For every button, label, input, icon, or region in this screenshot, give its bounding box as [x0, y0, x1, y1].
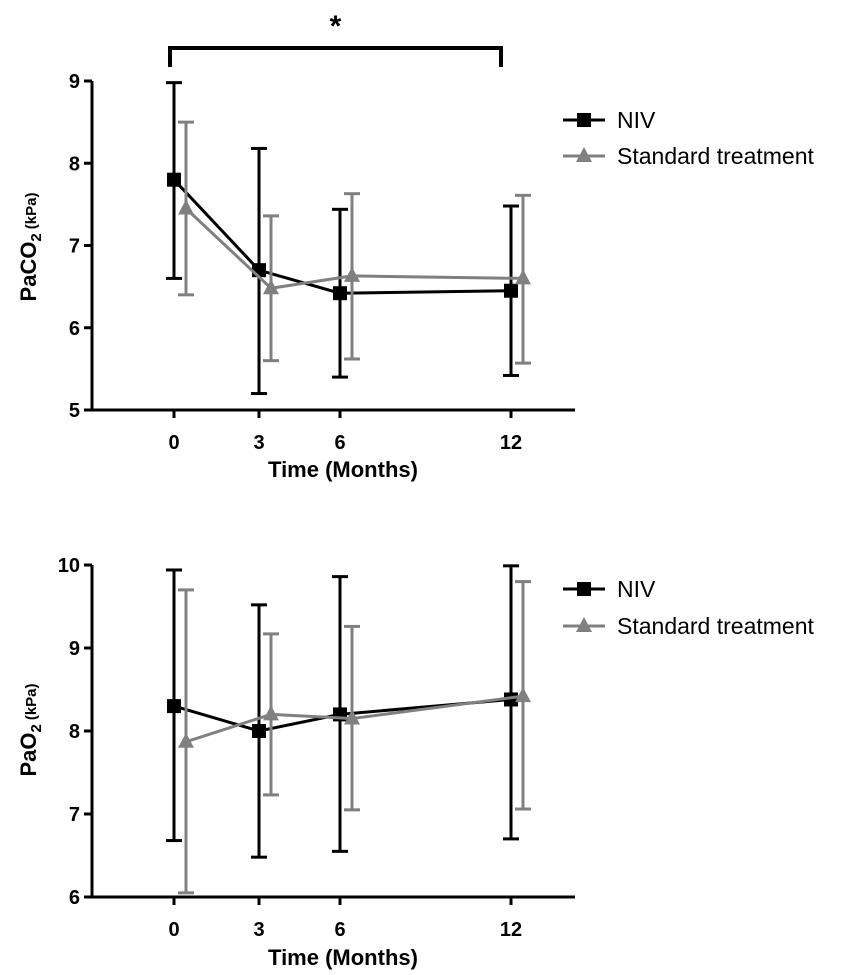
data-point-triangle	[178, 199, 194, 215]
y-axis-title-sub: 2	[28, 233, 45, 241]
significance-marker: *	[330, 10, 342, 43]
legend-square-marker	[577, 582, 591, 596]
series-line	[173, 697, 512, 733]
significance-bracket	[168, 46, 503, 67]
y-axis-title-unit: (kPa)	[23, 193, 40, 230]
legend-triangle-marker	[576, 617, 592, 632]
legend-square-marker	[577, 113, 591, 127]
chart-panel: 5 6 7 8 9 0 3 6 12 Time (Months) PaCO2 (kPa) NIV Stan…	[16, 10, 815, 482]
data-point-square	[167, 172, 181, 187]
y-tick-label: 7	[69, 236, 80, 258]
series-line	[184, 207, 524, 290]
data-point-triangle	[263, 705, 279, 721]
series-niv	[166, 564, 519, 859]
legend-label: Standard treatment	[617, 613, 815, 639]
data-point-triangle	[515, 687, 531, 703]
legend-label: NIV	[617, 576, 656, 602]
legend: NIV Standard treatment	[563, 576, 815, 639]
y-axis-title: PaCO2 (kPa)	[16, 193, 45, 302]
y-axis-title-unit: (kPa)	[23, 683, 40, 720]
data-point-square	[167, 699, 181, 714]
series-niv	[166, 81, 519, 396]
x-tick-label: 3	[253, 432, 264, 454]
x-tick-label: 0	[168, 919, 179, 941]
series-standard-treatment	[178, 580, 531, 895]
data-point-triangle	[178, 732, 194, 748]
series-standard-treatment	[178, 120, 531, 365]
x-axis-title: Time (Months)	[268, 945, 418, 970]
x-tick-label: 12	[500, 919, 522, 941]
data-point-square	[504, 283, 518, 298]
y-tick-label: 5	[69, 400, 80, 422]
y-axis-title-main: PaCO	[16, 242, 41, 302]
x-tick-label: 6	[334, 432, 345, 454]
y-tick-label: 7	[69, 804, 80, 826]
series-line	[185, 694, 524, 744]
legend-label: Standard treatment	[617, 143, 815, 169]
x-axis-title: Time (Months)	[268, 457, 418, 482]
legend-label: NIV	[617, 107, 656, 133]
x-tick-label: 6	[334, 919, 345, 941]
legend-triangle-marker	[576, 147, 592, 162]
y-tick-label: 6	[69, 887, 80, 909]
y-tick-label: 9	[69, 71, 80, 93]
series-line	[172, 178, 512, 295]
data-point-triangle	[263, 279, 279, 295]
data-point-square	[252, 724, 266, 738]
data-point-square	[333, 286, 347, 301]
y-axis-title: PaO2 (kPa)	[16, 683, 45, 776]
y-tick-label: 6	[69, 318, 80, 340]
x-tick-label: 3	[253, 919, 264, 941]
y-tick-label: 8	[69, 153, 80, 175]
y-tick-label: 8	[69, 721, 80, 743]
y-axis-title-main: PaO	[16, 733, 41, 777]
data-point-triangle	[344, 709, 360, 725]
chart-panel: 6 7 8 9 10 0 3 6 12 Time (Months) PaO2 (kPa) NIV Stan…	[16, 555, 815, 970]
x-tick-label: 12	[500, 432, 522, 454]
data-point-triangle	[344, 266, 360, 282]
y-axis-title-sub: 2	[28, 724, 45, 732]
y-tick-label: 9	[69, 638, 80, 660]
legend: NIV Standard treatment	[563, 107, 815, 169]
y-tick-label: 10	[58, 555, 80, 577]
data-point-triangle	[515, 269, 531, 285]
x-tick-label: 0	[168, 432, 179, 454]
